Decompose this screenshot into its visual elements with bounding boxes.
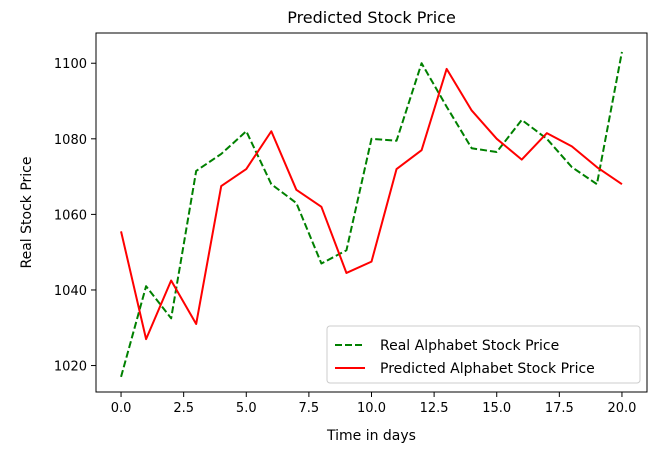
x-axis-label: Time in days [326,428,416,444]
legend-box [326,325,641,384]
x-tick-label: 7.5 [299,401,320,416]
x-tick-label: 12.5 [420,401,449,416]
series-line-predicted [120,67,623,341]
y-tick-label: 1100 [54,57,87,72]
legend: Real Alphabet Stock Price Predicted Alpha… [326,325,641,384]
chart-title: Predicted Stock Price [287,8,456,27]
legend-label: Predicted Alphabet Stock Price [380,361,595,377]
series-line-real [120,51,623,378]
plot-lines [120,51,623,378]
x-tick-label: 20.0 [607,401,636,416]
x-axis: 0.0 2.5 5.0 7.5 10.0 12.5 15.0 17.5 20.0 [111,392,636,416]
y-axis-label: Real Stock Price [19,157,35,269]
x-tick-label: 10.0 [357,401,386,416]
x-tick-label: 5.0 [236,401,257,416]
x-tick-label: 15.0 [482,401,511,416]
y-tick-label: 1060 [54,208,87,223]
y-axis: 1020 1040 1060 1080 1100 [54,57,96,375]
x-tick-label: 2.5 [173,401,194,416]
y-tick-label: 1080 [54,133,87,148]
x-tick-label: 0.0 [111,401,132,416]
y-tick-label: 1020 [54,360,87,375]
y-tick-label: 1040 [54,284,87,299]
legend-label: Real Alphabet Stock Price [380,338,559,354]
x-tick-label: 17.5 [545,401,574,416]
